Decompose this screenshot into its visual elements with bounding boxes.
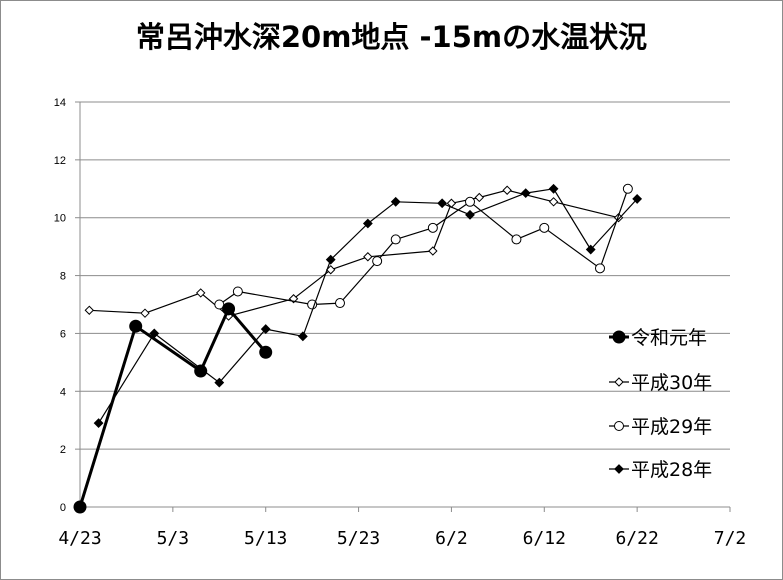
x-tick-label: 5/23 [337,528,380,549]
data-point [427,222,438,233]
data-point [259,345,273,359]
data-point [465,196,475,207]
legend-label: 平成30年 [631,372,712,394]
data-point [335,298,345,309]
y-tick-label: 2 [60,444,66,456]
data-point [307,299,318,310]
data-point [390,196,401,207]
data-point [595,263,605,274]
legend-entry-2: 平成30年 [609,372,712,394]
data-point [437,198,448,209]
data-point [390,234,401,245]
data-point [428,246,438,256]
x-tick-label: 7/2 [714,528,747,549]
legend-label: 令和元年 [631,327,707,349]
y-tick-label: 8 [60,271,66,283]
data-point [363,252,373,262]
y-tick-label: 0 [60,502,66,514]
data-point [73,500,87,514]
series-4 [93,183,643,429]
data-point [548,197,559,207]
legend-entry-3: 平成29年 [609,416,712,438]
series-lines [73,183,643,514]
legend-marker [612,330,626,344]
data-point [372,256,383,267]
data-point [93,418,104,429]
chart-title: 常呂沖水深20m地点 -15mの水温状況 [135,20,648,54]
data-point [474,192,484,203]
data-point [214,377,225,388]
y-tick-label: 4 [60,386,66,398]
data-point [502,185,512,195]
x-tick-label: 5/3 [157,528,190,549]
data-point [84,305,94,315]
y-tick-label: 6 [60,328,66,340]
data-point [196,288,206,298]
series-line [89,189,619,317]
series-line [218,188,629,306]
legend-entry-1: 令和元年 [609,327,707,349]
x-tick-label: 5/13 [244,528,287,549]
data-point [520,188,531,199]
legend-marker [614,377,624,387]
x-tick-label: 4/23 [58,528,101,549]
data-point [632,194,643,204]
series-3 [214,183,633,310]
series-line [98,188,638,424]
y-tick-label: 10 [54,213,66,225]
axes: 0 2 4 6 8 10 12 14 4/23 5/3 5/13 5/23 6/2 6/12 6/22 7/2 [54,97,747,549]
data-point [362,218,373,229]
series-1 [73,302,273,514]
data-point [232,286,243,297]
data-point [539,222,550,233]
y-tick-label: 14 [54,97,66,109]
legend-label: 平成29年 [631,416,712,438]
legend-label: 平成28年 [631,459,712,481]
data-point [260,324,271,334]
data-point [129,319,143,333]
x-tick-label: 6/2 [435,528,468,549]
x-tick-label: 6/22 [615,528,658,549]
data-point [222,302,236,316]
data-point [140,308,150,318]
data-point [465,209,475,220]
data-point [325,254,336,265]
data-point [622,183,633,194]
y-tick-label: 12 [54,155,66,167]
data-point [194,364,208,378]
gridlines [80,101,730,450]
x-tick-label: 6/12 [523,528,566,549]
data-point [511,234,522,245]
data-point [297,331,308,342]
series-2 [84,185,624,321]
data-point [585,244,596,255]
legend-entry-4: 平成28年 [609,459,712,481]
legend-marker [614,421,624,431]
data-point [548,183,559,194]
legend-marker [614,464,624,474]
